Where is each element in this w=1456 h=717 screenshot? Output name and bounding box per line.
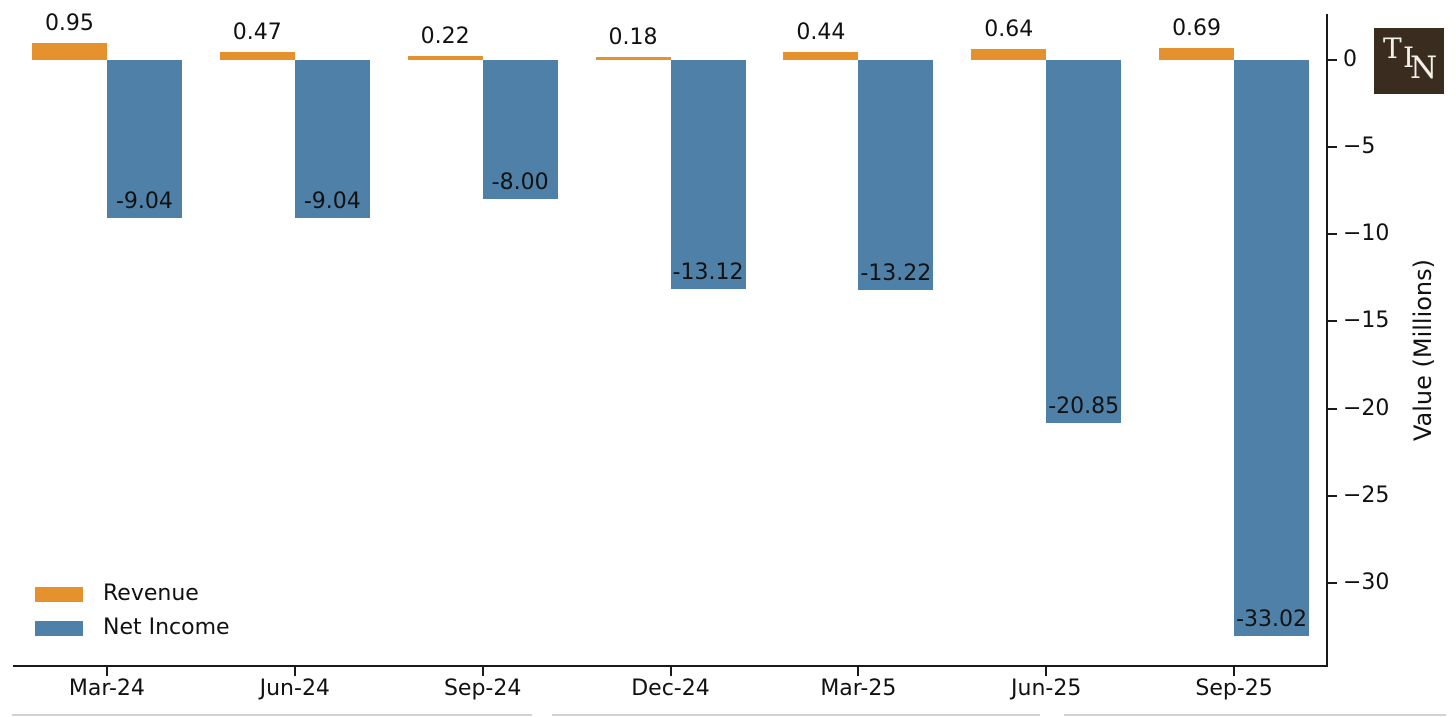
revenue-bar [407, 56, 483, 60]
x-tick-label: Jun-24 [259, 676, 330, 701]
revenue-value-label: 0.22 [420, 24, 470, 50]
y-tick-mark [1328, 320, 1337, 323]
legend-item: Revenue [35, 582, 230, 606]
y-tick-mark [1328, 146, 1337, 149]
y-tick-label: 0 [1343, 47, 1357, 72]
net-income-bar [106, 60, 182, 218]
net-income-value-label: -8.00 [491, 170, 549, 196]
logo-letter-n: N [1410, 50, 1438, 86]
net-income-bar [294, 60, 370, 218]
x-tick-label: Dec-24 [631, 676, 710, 701]
revenue-bar [783, 52, 859, 60]
y-tick-mark [1328, 581, 1337, 584]
legend-label: Revenue [103, 581, 199, 606]
y-tick-mark [1328, 233, 1337, 236]
y-axis-title: Value (Millions) [1409, 258, 1437, 442]
x-axis-spine [13, 665, 1328, 667]
x-tick-label: Mar-25 [820, 676, 897, 701]
y-tick-label: −20 [1343, 395, 1390, 421]
y-tick-mark [1328, 407, 1337, 410]
y-tick-label: −25 [1343, 482, 1390, 508]
x-tick-label: Sep-25 [1195, 676, 1273, 701]
net-income-value-label: -13.12 [672, 259, 744, 285]
bottom-divider-segment [552, 714, 1040, 716]
revenue-bar [31, 43, 107, 60]
x-tick-mark [105, 667, 108, 676]
legend: Revenue Net Income [35, 582, 230, 650]
x-tick-mark [481, 667, 484, 676]
net-income-bar [482, 60, 558, 200]
net-income-value-label: -20.85 [1048, 394, 1120, 420]
net-income-bar [858, 60, 934, 291]
legend-label: Net Income [103, 615, 230, 640]
legend-item: Net Income [35, 616, 230, 640]
net-income-value-label: -9.04 [115, 188, 173, 214]
y-tick-label: −15 [1343, 308, 1390, 334]
revenue-value-label: 0.44 [796, 20, 846, 46]
logo-letter-i: I [1403, 41, 1415, 74]
revenue-value-label: 0.18 [608, 24, 658, 50]
revenue-value-label: 0.47 [232, 19, 282, 45]
x-tick-mark [857, 667, 860, 676]
y-axis-spine [1326, 14, 1328, 667]
x-tick-mark [1233, 667, 1236, 676]
net-income-bar [1046, 60, 1122, 424]
revenue-bar [1159, 47, 1235, 60]
bottom-divider-segment [1064, 714, 1446, 716]
revenue-value-label: 0.69 [1172, 15, 1222, 41]
y-tick-label: −30 [1343, 569, 1390, 595]
revenue-bar [595, 56, 671, 60]
net-income-value-label: -13.22 [860, 261, 932, 287]
y-tick-label: −5 [1343, 134, 1376, 160]
net-income-value-label: -33.02 [1236, 606, 1308, 632]
revenue-value-label: 0.95 [44, 11, 94, 37]
x-tick-label: Jun-25 [1011, 676, 1082, 701]
x-tick-label: Sep-24 [443, 676, 522, 701]
x-tick-mark [1045, 667, 1048, 676]
revenue-bar [219, 51, 295, 60]
x-tick-mark [669, 667, 672, 676]
bottom-divider-segment [12, 714, 532, 716]
y-tick-mark [1328, 494, 1337, 497]
revenue-bar [971, 48, 1047, 60]
net-income-value-label: -9.04 [303, 188, 361, 214]
legend-swatch [35, 586, 83, 602]
logo-letter-t: T [1383, 32, 1402, 65]
brand-logo: T I N [1374, 28, 1444, 94]
net-income-bar [1234, 60, 1310, 636]
revenue-value-label: 0.64 [984, 16, 1034, 42]
y-tick-label: −10 [1343, 221, 1390, 247]
legend-swatch [35, 620, 83, 636]
x-tick-label: Mar-24 [68, 676, 145, 701]
net-income-bar [670, 60, 746, 289]
y-tick-mark [1328, 59, 1337, 61]
x-tick-mark [293, 667, 296, 676]
